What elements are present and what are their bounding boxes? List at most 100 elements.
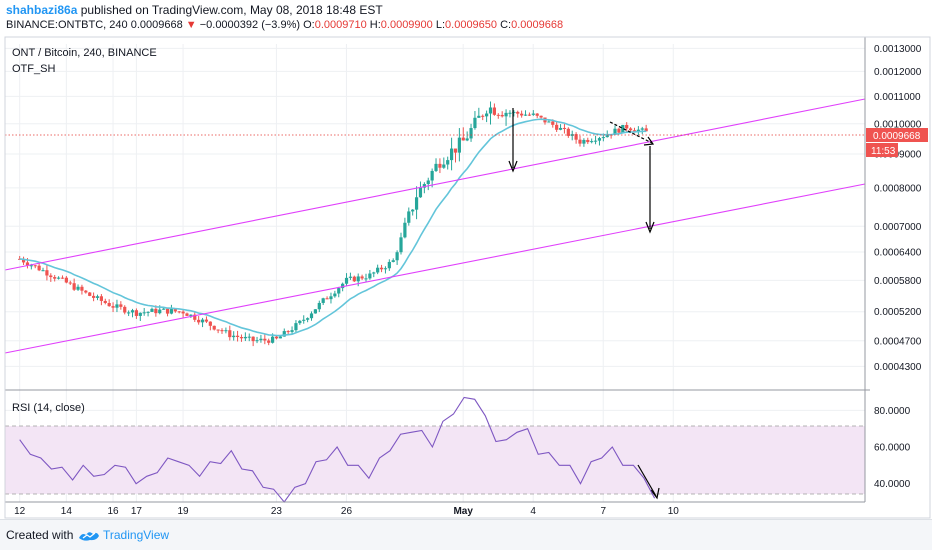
candle-body: [181, 311, 185, 314]
candle-body: [586, 139, 590, 143]
candle-body: [449, 148, 454, 161]
candle-body: [263, 338, 267, 341]
high-label: H:: [369, 19, 381, 31]
candle-body: [220, 330, 224, 332]
candle-body: [251, 336, 255, 342]
candle-body: [492, 107, 496, 115]
candle-body: [321, 298, 325, 303]
candle-body: [628, 128, 633, 131]
arrow-2[interactable]: [609, 121, 653, 144]
chart-canvas[interactable]: ONT / Bitcoin, 240, BINANCE OTF_SH RSI (…: [0, 0, 932, 519]
candle-body: [193, 314, 197, 320]
arrow-2-head-icon: [643, 136, 655, 146]
candle-body: [169, 309, 174, 314]
candle-body: [473, 117, 477, 129]
candle-body: [399, 237, 403, 253]
candle-body: [516, 111, 520, 114]
arrow-rsi-head-icon: [650, 487, 660, 500]
candle-body: [418, 187, 423, 198]
candle-body: [531, 113, 535, 115]
candle-body: [465, 138, 469, 141]
rsi-line: [19, 396, 656, 503]
rsi-tick-label: 80.0000: [874, 406, 911, 417]
candle-body: [555, 124, 559, 130]
candle-body: [613, 128, 617, 135]
candle-body: [535, 113, 539, 116]
countdown-tag: [866, 143, 898, 157]
candle-body: [348, 276, 353, 278]
price-tick-label: 0.0013000: [874, 44, 922, 55]
candle-body: [33, 265, 37, 267]
arrow-1-head-icon: [508, 160, 518, 173]
author-link[interactable]: shahbazi86a: [6, 3, 78, 17]
candle-body: [504, 112, 508, 117]
candle-body: [527, 114, 532, 116]
candle-body: [115, 304, 119, 308]
candle-body: [547, 121, 551, 123]
price-tick-label: 0.0012000: [874, 67, 922, 78]
candle-body: [76, 286, 80, 290]
candle-body: [395, 252, 399, 261]
candle-body: [352, 276, 356, 282]
candle-body: [232, 335, 236, 338]
ema-line: [19, 118, 647, 337]
candle-body: [333, 293, 337, 297]
candle-body: [146, 311, 150, 313]
candle-body: [64, 277, 68, 283]
price-tick-label: 0.0011000: [874, 92, 921, 103]
candle-body: [636, 129, 640, 132]
rsi-title[interactable]: RSI (14, close): [12, 402, 85, 414]
candle-body: [309, 313, 314, 319]
candle-body: [566, 128, 570, 136]
arrow-rsi[interactable]: [637, 464, 657, 497]
candle-body: [539, 115, 543, 118]
channel-lower-line[interactable]: [4, 183, 866, 354]
time-axis[interactable]: 12 16 19 23 26 May 4 7 10 14 17: [14, 506, 679, 517]
candle-body: [111, 306, 115, 308]
low-value: 0.0009650: [445, 19, 498, 31]
candle-body: [208, 321, 212, 326]
candle-body: [481, 115, 485, 117]
tradingview-logo-icon[interactable]: [78, 527, 100, 543]
rsi-tick-label: 60.0000: [874, 443, 911, 454]
candle-body: [68, 282, 72, 284]
candle-body: [306, 318, 310, 320]
high-value: 0.0009900: [380, 19, 433, 31]
candle-body: [25, 262, 30, 266]
price-tick-label: 0.0008000: [874, 183, 922, 194]
candle-body: [84, 290, 88, 293]
rsi-axis[interactable]: 80.0000 60.0000 40.0000: [874, 406, 911, 490]
channel-upper-line[interactable]: [4, 98, 866, 271]
tradingview-link[interactable]: TradingView: [103, 528, 170, 542]
created-with-text: Created with: [6, 528, 74, 542]
indicator-label[interactable]: OTF_SH: [12, 63, 55, 75]
candle-body: [558, 127, 563, 130]
candle-body: [134, 310, 139, 316]
candle-body: [162, 308, 166, 310]
time-tick-label: 7: [600, 506, 606, 517]
candle-body: [621, 124, 625, 133]
candle-body: [496, 114, 500, 116]
chart-frame: [4, 36, 931, 519]
candle-body: [107, 302, 111, 307]
price-axis[interactable]: 0.00130000.00120000.00110000.00100000.00…: [874, 44, 922, 373]
countdown-label: 11:53: [871, 146, 896, 157]
candle-body: [29, 265, 33, 267]
candle-body: [239, 336, 244, 339]
candle-body: [267, 340, 271, 343]
candle-body: [344, 277, 349, 284]
price-tick-label: 0.0005800: [874, 276, 922, 287]
candle-body: [154, 308, 158, 314]
candle-body: [477, 115, 481, 118]
candle-body: [625, 124, 629, 129]
candle-body: [368, 273, 372, 279]
candle-body: [45, 270, 49, 276]
candle-body: [617, 128, 621, 133]
candle-body: [376, 267, 380, 273]
candle-body: [590, 141, 594, 143]
candle-body: [562, 127, 567, 129]
candle-body: [243, 336, 247, 339]
candle-body: [364, 278, 368, 280]
candle-body: [119, 304, 123, 307]
footer: Created with TradingView: [0, 519, 932, 550]
